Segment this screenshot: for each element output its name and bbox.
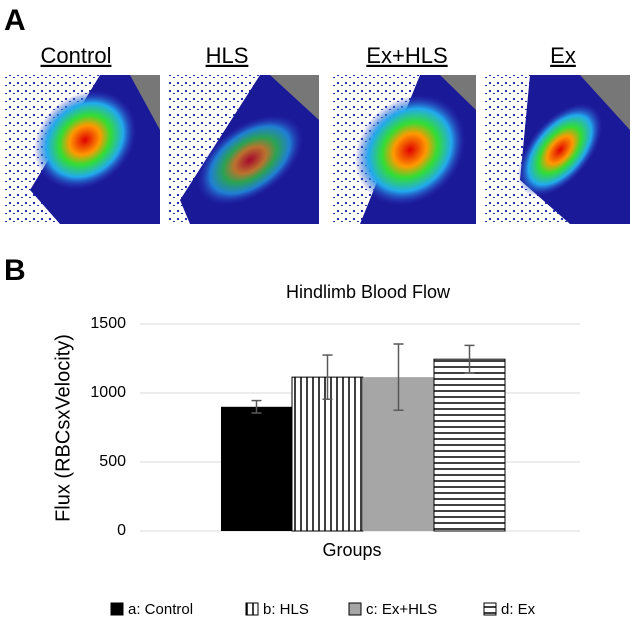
bar [433,358,506,532]
panel-label: A [4,4,26,37]
bar [291,376,364,532]
panel-label: B [4,254,26,287]
image-control [3,75,160,224]
y-axis-label: Flux (RBCsxVelocity) [52,334,74,522]
y-tick-label: 500 [99,453,126,470]
error-bar [322,354,333,400]
y-tick-label: 1500 [90,315,126,332]
legend-label: b: HLS [263,601,309,618]
image-label: Control [41,43,112,68]
legend-swatch [110,602,124,616]
legend-label: a: Control [128,601,193,618]
bar [221,406,292,531]
image-label: Ex+HLS [366,43,447,68]
images [3,75,630,224]
error-bar [393,343,404,411]
error-bar [251,399,262,414]
image-ex-hls [331,75,476,224]
x-tick-label: Groups [322,540,381,560]
y-tick-label: 1000 [90,384,126,401]
legend-swatch [245,602,259,616]
error-bar [464,344,475,374]
image-hls [167,75,319,224]
y-tick-label: 0 [117,522,126,539]
legend-swatch [483,602,497,616]
legend-label: d: Ex [501,601,536,618]
image-label: Ex [550,43,576,68]
image-label: HLS [206,43,249,68]
legend-swatch [348,602,362,616]
image-ex [485,75,630,224]
chart-title: Hindlimb Blood Flow [286,282,451,302]
legend-label: c: Ex+HLS [366,601,437,618]
